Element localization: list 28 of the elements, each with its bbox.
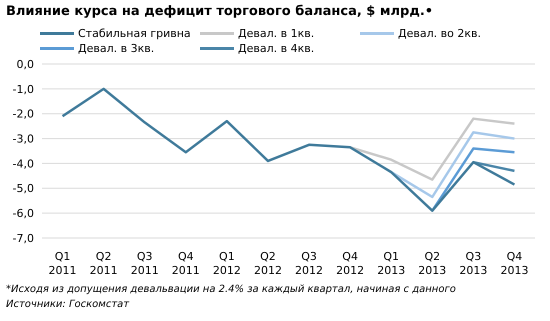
legend-label: Девал. в 3кв. xyxy=(78,42,154,55)
y-tick-label: -5,0 xyxy=(12,182,34,196)
legend-label: Девал. в 4кв. xyxy=(238,42,314,55)
text: Источники: Госкомстат xyxy=(6,298,130,312)
x-tick-label: Q4 2013 xyxy=(500,250,528,277)
legend-label: Девал. в 1кв. xyxy=(238,27,314,40)
x-tick-label: Q1 2012 xyxy=(212,250,241,277)
x-tick-label: Q2 2011 xyxy=(90,250,118,277)
legend-label: Девал. во 2кв. xyxy=(398,27,481,40)
x-tick-label: Q3 2012 xyxy=(295,250,324,277)
y-tick-label: -7,0 xyxy=(12,232,34,245)
x-tick-label: Q3 2011 xyxy=(130,250,159,277)
x-tick-label: Q4 2012 xyxy=(336,250,364,277)
x-tick-label: Q3 2013 xyxy=(459,250,488,277)
text: *Исходя из допущения девальвации на 2.4% за каждый квартал, начиная с данного xyxy=(6,283,457,297)
y-tick-label: -2,0 xyxy=(12,108,34,121)
y-tick-label: 0,0 xyxy=(16,58,34,71)
y-tick-label: -3,0 xyxy=(12,132,34,146)
legend-label: Стабильная гривна xyxy=(78,27,191,40)
x-tick-label: Q1 2013 xyxy=(377,250,406,277)
y-tick-label: -6,0 xyxy=(12,207,34,220)
x-tick-label: Q2 2013 xyxy=(418,250,446,277)
x-tick-label: Q1 2011 xyxy=(48,250,77,277)
x-tick-label: Q2 2012 xyxy=(254,250,282,277)
y-tick-label: -1,0 xyxy=(12,82,34,96)
x-tick-label: Q4 2011 xyxy=(172,250,200,277)
y-tick-label: -4,0 xyxy=(12,157,34,170)
chart-title: Влияние курса на дефицит торгового баланса, $ млрд.• xyxy=(5,3,434,21)
